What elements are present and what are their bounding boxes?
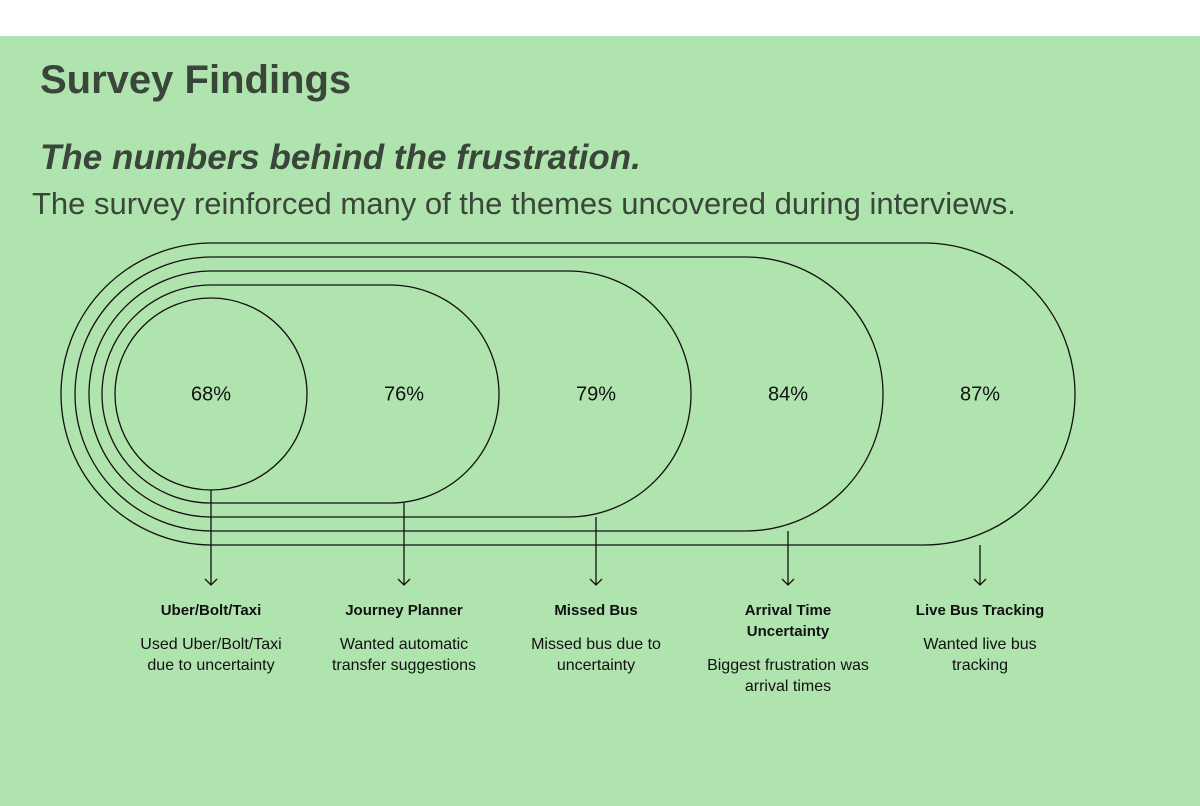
- percent: 68%: [191, 383, 231, 405]
- finding-label: Journey Planner: [345, 602, 463, 619]
- title: Survey Findings: [40, 58, 352, 102]
- subtitle: The numbers behind the frustration.: [40, 138, 641, 177]
- finding-description: Biggest frustration was arrival times: [707, 657, 869, 695]
- finding: Journey Planner Wanted automatic transfer…: [321, 600, 487, 676]
- finding-description: Missed bus due to uncertainty: [531, 636, 661, 674]
- arrow-head: [973, 578, 987, 586]
- finding-label: Live Bus Tracking: [915, 602, 1045, 619]
- arrow-head: [589, 578, 603, 586]
- pill: [88, 270, 692, 518]
- arrow-head: [397, 578, 411, 586]
- panel: [0, 36, 1200, 806]
- pill: [101, 284, 500, 504]
- finding: Missed Bus Missed bus due to uncertainty: [513, 600, 679, 676]
- finding-label: Arrival Time Uncertainty: [744, 602, 832, 640]
- percent: 87%: [960, 383, 1000, 405]
- finding-description: Wanted live bus tracking: [923, 636, 1037, 674]
- finding: Arrival Time Uncertainty Biggest frustrat…: [705, 600, 871, 697]
- finding: Uber/Bolt/Taxi Used Uber/Bolt/Taxi due to…: [128, 600, 294, 676]
- percent: 79%: [576, 383, 616, 405]
- percent: 84%: [768, 383, 808, 405]
- percent: 76%: [384, 383, 424, 405]
- finding-label: Missed Bus: [554, 602, 638, 619]
- pill: [60, 242, 1076, 546]
- finding: Live Bus Tracking Wanted live bus trackin…: [897, 600, 1063, 676]
- pill: [74, 256, 884, 532]
- arrow-head: [781, 578, 795, 586]
- finding-description: Used Uber/Bolt/Taxi due to uncertainty: [140, 636, 282, 674]
- finding-description: Wanted automatic transfer suggestions: [331, 636, 477, 674]
- arrow-head: [204, 578, 218, 586]
- description: The survey reinforced many of the themes…: [32, 186, 1016, 221]
- finding-label: Uber/Bolt/Taxi: [160, 602, 262, 619]
